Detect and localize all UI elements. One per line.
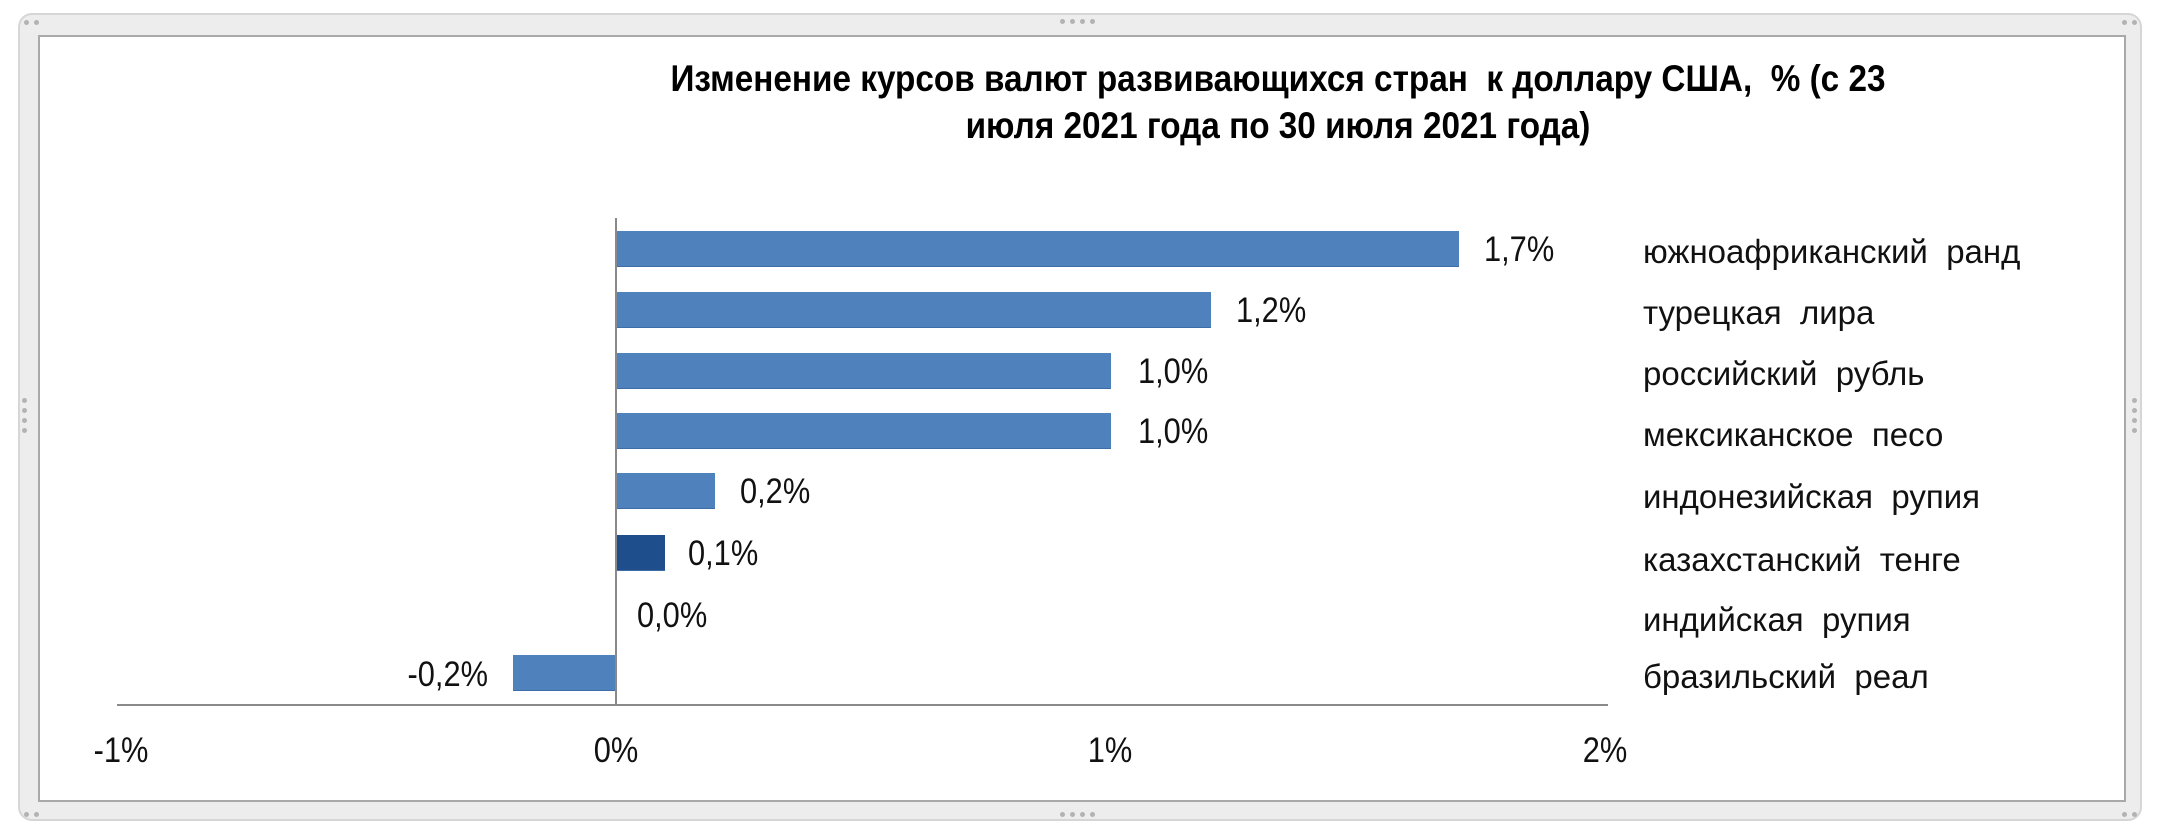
bar-mexican-peso[interactable] — [617, 413, 1111, 449]
y-axis-line — [615, 218, 617, 706]
category-label: казахстанский тенге — [1643, 541, 1961, 578]
x-axis-line — [117, 704, 1608, 706]
bar-turkish-lira[interactable] — [617, 292, 1211, 328]
value-label: 0,1% — [688, 534, 759, 573]
x-tick-label: 0% — [593, 731, 639, 770]
category-label: индийская рупия — [1643, 601, 1911, 638]
category-label: российский рубль — [1643, 355, 1925, 392]
category-label: южноафриканский ранд — [1643, 233, 2021, 270]
x-tick-label: 1% — [1087, 731, 1133, 770]
x-tick-label: 2% — [1582, 731, 1628, 770]
value-label: 1,0% — [1138, 352, 1209, 391]
bar-brazilian-real[interactable] — [513, 655, 615, 691]
category-label: бразильский реал — [1643, 658, 1929, 695]
resize-grip-bottom[interactable] — [1060, 812, 1095, 817]
resize-grip-top-left[interactable] — [24, 20, 39, 25]
value-label: 1,2% — [1236, 291, 1307, 330]
chart-title: Изменение курсов валют развивающихся стр… — [455, 55, 2102, 149]
resize-grip-bottom-left[interactable] — [24, 812, 39, 817]
value-label: 1,7% — [1484, 230, 1555, 269]
bar-russian-ruble[interactable] — [617, 353, 1111, 389]
category-label: турецкая лира — [1643, 294, 1875, 331]
category-label: индонезийская рупия — [1643, 478, 1980, 515]
chart-title-line-2: июля 2021 года по 30 июля 2021 года) — [965, 105, 1591, 146]
resize-grip-top-right[interactable] — [2122, 20, 2137, 25]
x-tick-label: -1% — [93, 731, 149, 770]
bar-kazakhstani-tenge[interactable] — [617, 535, 665, 571]
chart-title-line-1: Изменение курсов валют развивающихся стр… — [670, 58, 1886, 99]
bar-south-african-rand[interactable] — [617, 231, 1459, 267]
resize-grip-bottom-right[interactable] — [2122, 812, 2137, 817]
bar-indonesian-rupiah[interactable] — [617, 473, 715, 509]
value-label: 1,0% — [1138, 412, 1209, 451]
value-label: 0,2% — [740, 472, 811, 511]
category-label: мексиканское песо — [1643, 416, 1944, 453]
resize-grip-left[interactable] — [22, 398, 27, 433]
value-label: -0,2% — [407, 655, 488, 694]
resize-grip-top[interactable] — [1060, 19, 1095, 24]
value-label: 0,0% — [637, 596, 708, 635]
resize-grip-right[interactable] — [2132, 398, 2137, 433]
